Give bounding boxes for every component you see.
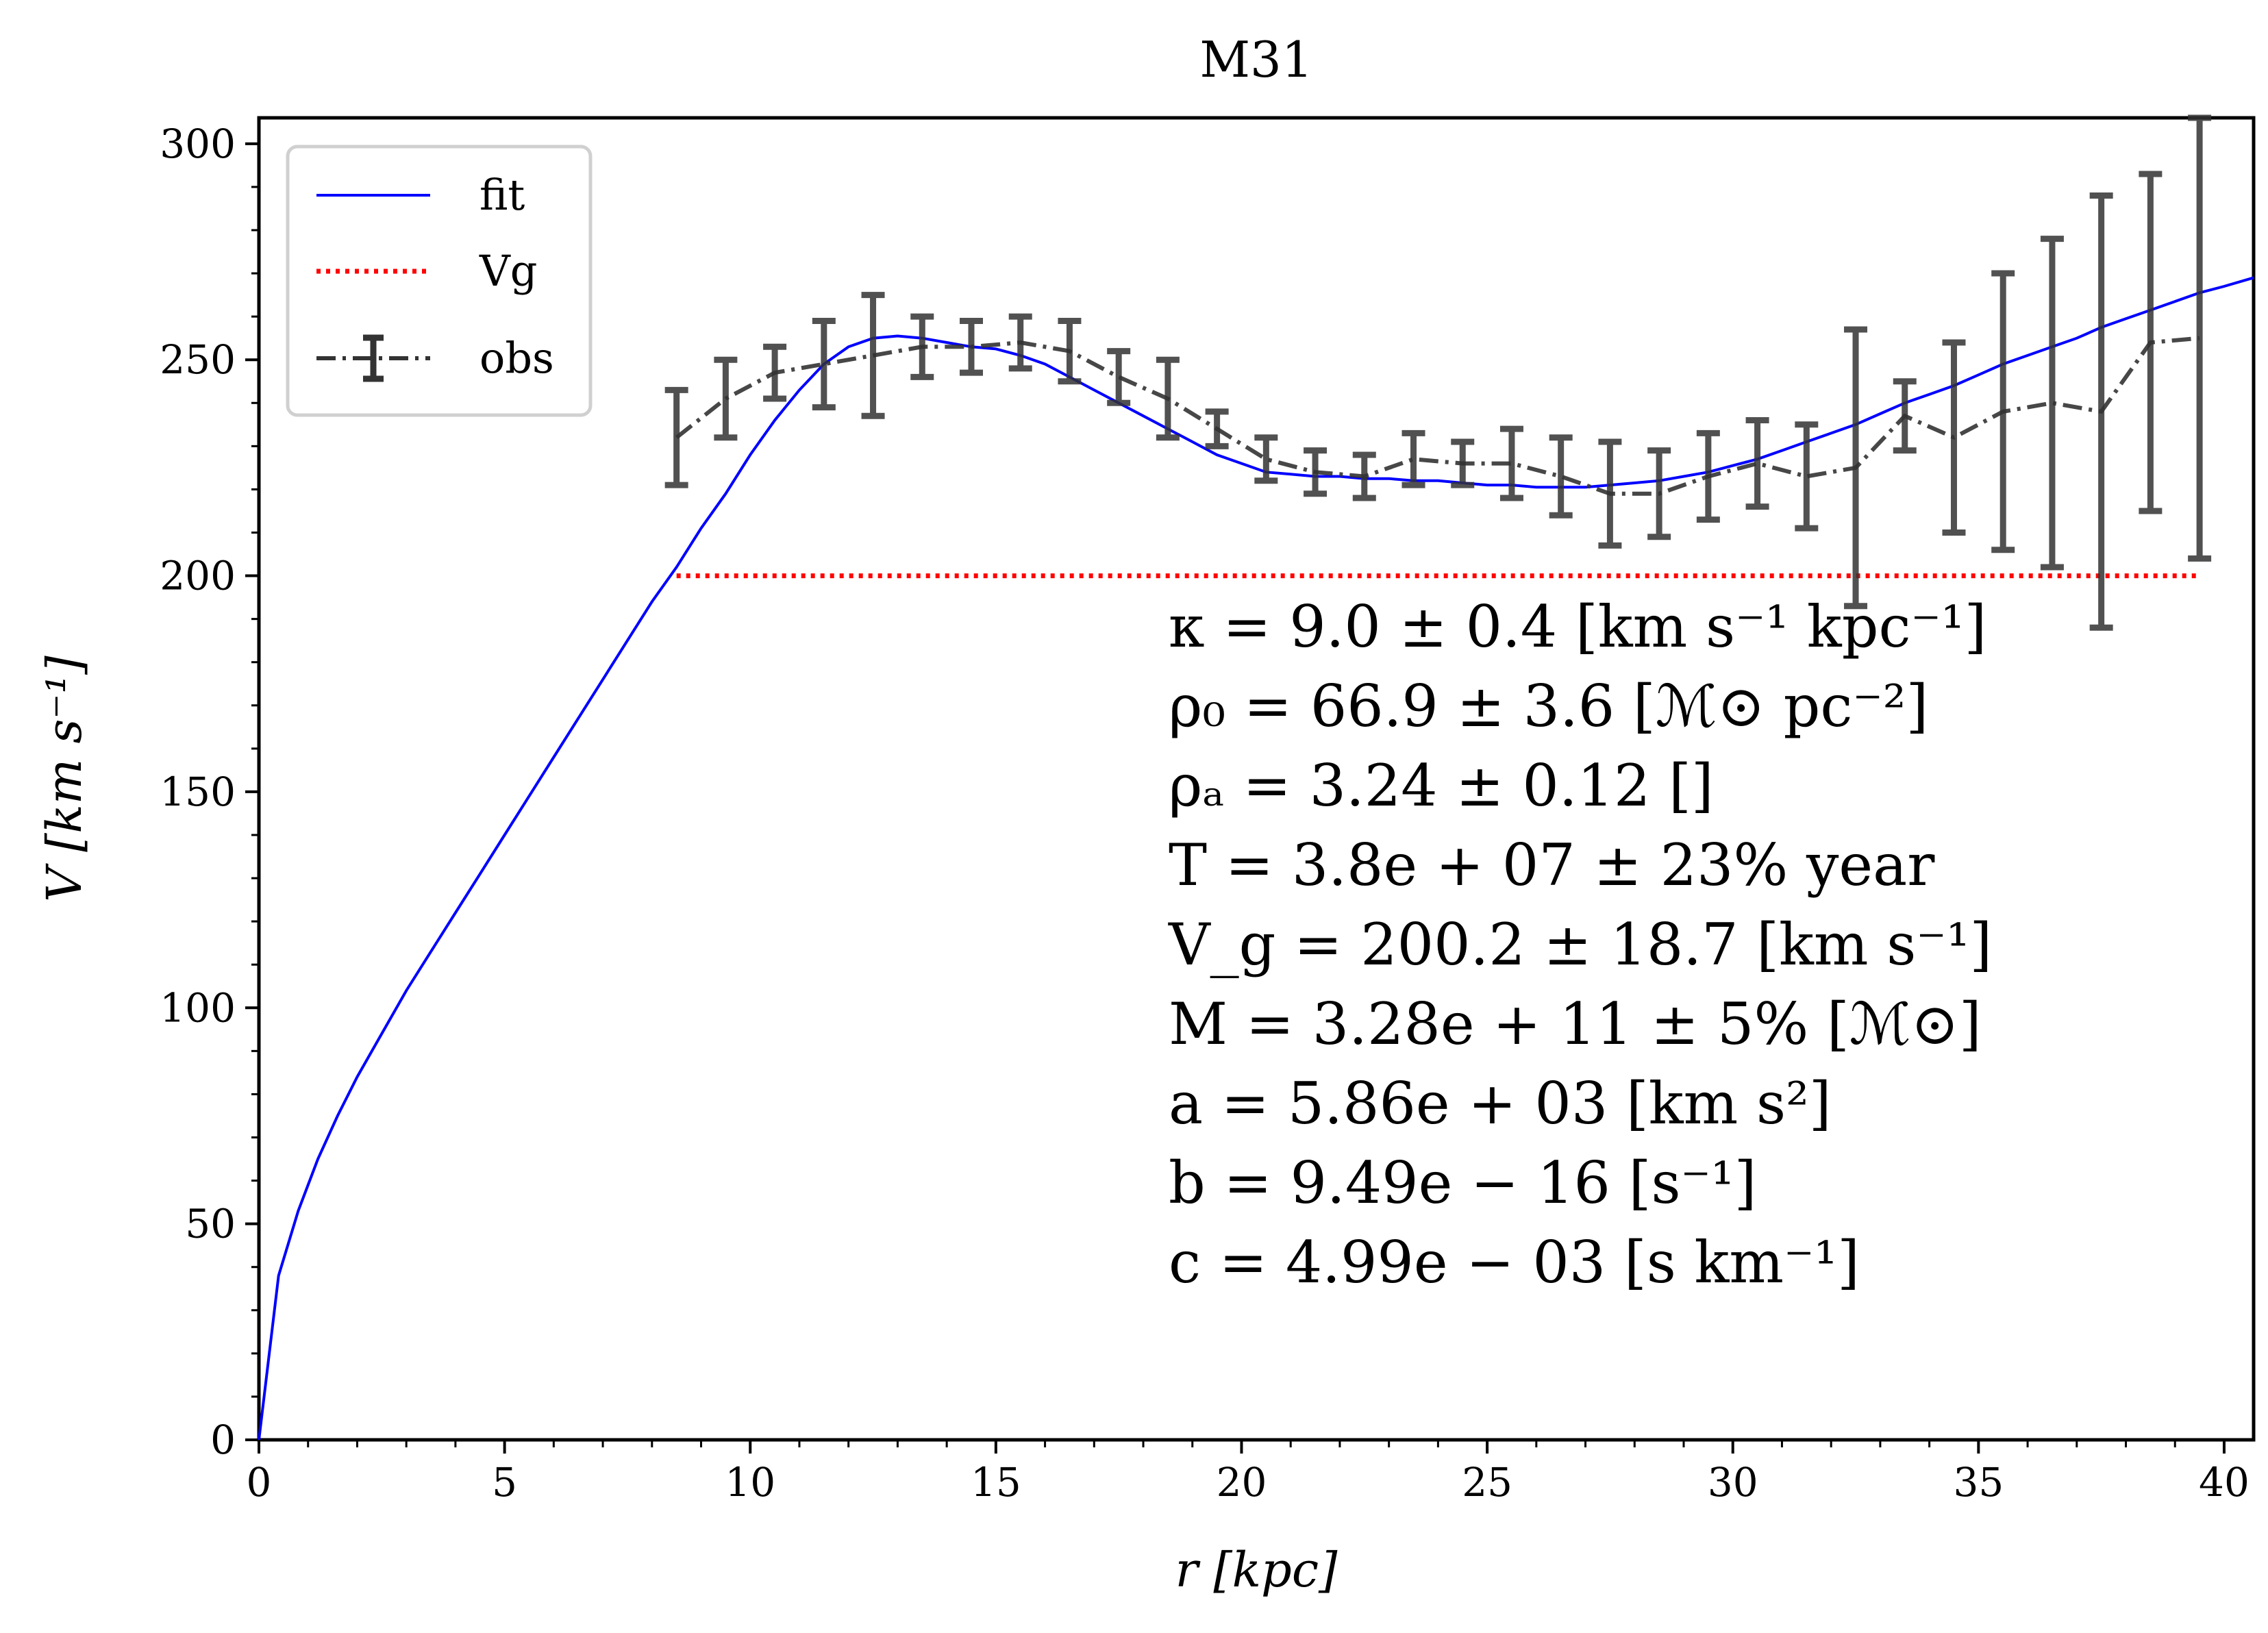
series-line-obs: [675, 336, 2200, 496]
x-axis-title: r [kpc]: [1175, 1542, 1338, 1598]
legend-label-vg: Vg: [479, 246, 537, 296]
x-tick-label: 35: [1953, 1459, 2004, 1506]
fit-parameters: κ = 9.0 ± 0.4 [km s⁻¹ kpc⁻¹] ρ₀ = 66.9 ±…: [1168, 593, 1992, 1296]
x-tick-label: 10: [725, 1459, 775, 1506]
plot-frame: [257, 116, 2256, 1442]
errorbar: [960, 317, 983, 376]
x-tick-label: 25: [1462, 1459, 1512, 1506]
errorbar: [1254, 434, 1278, 484]
errorbar: [1844, 326, 1868, 610]
annotation-mass: M = 3.28e + 11 ± 5% [ℳ⊙]: [1169, 990, 1982, 1058]
errorbar: [763, 343, 787, 402]
annotation-c: c = 4.99e − 03 [s km⁻¹]: [1169, 1229, 1860, 1296]
y-tick-label: 250: [160, 336, 236, 383]
annotation-b: b = 9.49e − 16 [s⁻¹]: [1169, 1149, 1756, 1217]
errorbar: [1647, 447, 1671, 540]
y-tick-label: 50: [185, 1201, 236, 1247]
errorbar: [1991, 270, 2015, 553]
annotation-kappa: κ = 9.0 ± 0.4 [km s⁻¹ kpc⁻¹]: [1169, 593, 1986, 660]
legend-box: [286, 145, 593, 417]
x-tick-label: 5: [492, 1459, 517, 1506]
errorbar: [1745, 417, 1769, 510]
series-line-fit: [258, 276, 2254, 1441]
errorbar: [1156, 356, 1180, 441]
errorbar: [1696, 429, 1720, 523]
chart-title: M31: [1199, 31, 1312, 88]
errorbar: [1499, 425, 1523, 501]
errorbar: [861, 292, 885, 419]
errorbar: [2040, 236, 2064, 571]
errorbar: [1598, 438, 1622, 549]
y-tick-label: 150: [160, 769, 236, 815]
annotation-rho0: ρ₀ = 66.9 ± 3.6 [ℳ⊙ pc⁻²]: [1169, 673, 1928, 740]
x-axis: 0 5 10 15 20 25 30 35 40: [247, 1440, 2250, 1506]
annotation-vg: V_g = 200.2 ± 18.7 [km s⁻¹]: [1168, 911, 1992, 978]
errorbar: [1893, 378, 1917, 454]
x-tick-label: 20: [1217, 1459, 1267, 1506]
errorbar: [2089, 192, 2113, 631]
legend: fit Vg obs: [286, 145, 593, 417]
errorbar: [1107, 348, 1131, 406]
errorbar: [1352, 451, 1376, 501]
errorbar: [1008, 313, 1032, 372]
errorbar: [2139, 171, 2163, 514]
annotation-a: a = 5.86e + 03 [km s²]: [1169, 1070, 1832, 1137]
errorbar: [714, 356, 738, 441]
y-tick-label: 300: [160, 121, 236, 167]
errorbar: [2188, 114, 2212, 562]
y-tick-label: 100: [160, 984, 236, 1031]
errorbar: [910, 313, 934, 380]
series-layer: [258, 114, 2254, 1441]
x-tick-label: 0: [247, 1459, 272, 1506]
annotation-period: T = 3.8e + 07 ± 23% year: [1169, 832, 1935, 899]
plot-area: [257, 116, 2256, 1442]
errorbar: [664, 386, 688, 488]
y-axis-title: V [km s⁻¹]: [36, 656, 92, 902]
x-tick-label: 40: [2199, 1459, 2250, 1506]
y-axis: 0 50 100 150 200 250 300: [160, 121, 259, 1463]
errorbar: [812, 317, 836, 411]
errorbar: [1205, 408, 1229, 449]
legend-label-fit: fit: [479, 170, 525, 220]
errorbar: [1304, 447, 1328, 497]
errorbar: [1942, 339, 1966, 536]
errorbar: [1401, 429, 1425, 488]
errorbar: [1795, 421, 1819, 532]
y-tick-label: 200: [160, 553, 236, 599]
errorbar: [1451, 438, 1475, 488]
y-tick-label: 0: [210, 1417, 236, 1463]
errorbar: [1058, 317, 1082, 385]
errorbar: [1549, 434, 1573, 519]
annotation-rhoa: ρₐ = 3.24 ± 0.12 []: [1169, 752, 1714, 819]
x-tick-label: 15: [971, 1459, 1021, 1506]
x-tick-label: 30: [1708, 1459, 1758, 1506]
legend-label-obs: obs: [479, 333, 554, 383]
